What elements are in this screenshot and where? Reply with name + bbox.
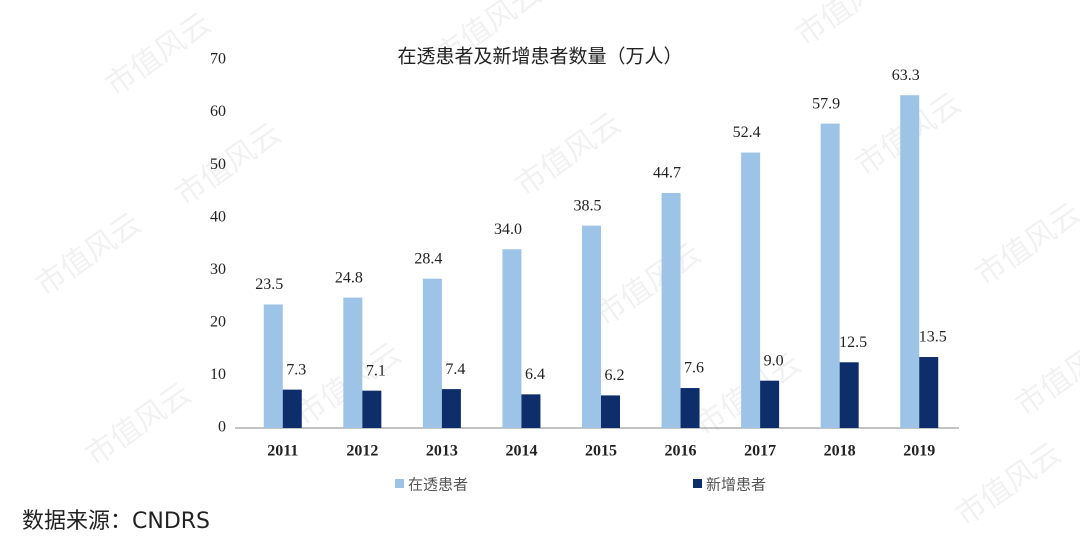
- bar: [919, 357, 939, 428]
- value-label: 7.3: [286, 361, 306, 378]
- value-label: 7.1: [366, 362, 386, 379]
- bar: [839, 362, 859, 428]
- y-tick-label: 70: [210, 51, 226, 68]
- legend-label: 在透患者: [408, 476, 468, 494]
- y-tick-label: 20: [210, 314, 226, 331]
- y-tick-label: 0: [218, 419, 226, 436]
- y-tick-label: 40: [210, 208, 226, 225]
- x-tick-label: 2014: [505, 443, 537, 460]
- value-label: 9.0: [764, 352, 784, 369]
- bar: [502, 249, 522, 428]
- value-label: 57.9: [812, 95, 840, 112]
- legend-label: 新增患者: [706, 476, 766, 494]
- value-label: 52.4: [733, 124, 761, 141]
- value-label: 6.2: [605, 367, 625, 384]
- x-tick-label: 2016: [665, 443, 697, 460]
- watermark: 市值风云: [949, 436, 1067, 533]
- chart-title: 在透患者及新增患者数量（万人）: [397, 45, 682, 67]
- watermark: 市值风云: [509, 106, 627, 203]
- value-label: 63.3: [892, 67, 920, 84]
- value-label: 6.4: [525, 366, 545, 383]
- watermark: 市值风云: [79, 376, 197, 473]
- legend-swatch: [395, 479, 404, 488]
- value-label: 12.5: [839, 334, 867, 351]
- watermark: 市值风云: [969, 196, 1080, 293]
- bar: [661, 193, 681, 428]
- bar: [422, 278, 442, 428]
- bar: [741, 152, 761, 429]
- value-label: 7.6: [684, 360, 704, 377]
- watermark: 市值风云: [29, 206, 147, 303]
- bar: [820, 123, 840, 429]
- bar: [900, 95, 920, 429]
- x-tick-label: 2013: [426, 443, 458, 460]
- x-tick-label: 2017: [744, 443, 776, 460]
- x-tick-label: 2019: [903, 443, 935, 460]
- y-tick-label: 60: [210, 103, 226, 120]
- bar: [263, 304, 283, 428]
- x-tick-label: 2018: [824, 443, 856, 460]
- x-tick-label: 2012: [346, 443, 378, 460]
- watermark: 市值风云: [789, 0, 907, 54]
- y-tick-label: 50: [210, 156, 226, 173]
- value-label: 13.5: [919, 329, 947, 346]
- value-label: 34.0: [494, 221, 522, 238]
- bar: [362, 390, 382, 428]
- y-tick-label: 30: [210, 261, 226, 278]
- value-label: 38.5: [574, 197, 602, 214]
- bar: [441, 389, 461, 428]
- bar: [282, 389, 302, 428]
- bar: [680, 388, 700, 428]
- bar: [521, 394, 541, 428]
- value-label: 44.7: [653, 165, 681, 182]
- bar: [760, 380, 780, 428]
- bar: [601, 395, 620, 428]
- value-label: 7.4: [445, 361, 465, 378]
- watermark: 市值风云: [1009, 326, 1080, 423]
- y-tick-label: 10: [210, 366, 226, 383]
- value-label: 23.5: [255, 276, 283, 293]
- value-label: 24.8: [335, 269, 363, 286]
- bar: [582, 225, 601, 428]
- x-tick-label: 2011: [267, 443, 298, 460]
- watermark: 市值风云: [169, 116, 287, 213]
- bar: [343, 297, 363, 428]
- legend-swatch: [693, 479, 702, 488]
- watermark: 市值风云: [589, 236, 707, 333]
- x-tick-label: 2015: [585, 443, 617, 460]
- value-label: 28.4: [414, 250, 442, 267]
- watermark: 市值风云: [99, 6, 217, 103]
- source-note: 数据来源：CNDRS: [22, 509, 210, 534]
